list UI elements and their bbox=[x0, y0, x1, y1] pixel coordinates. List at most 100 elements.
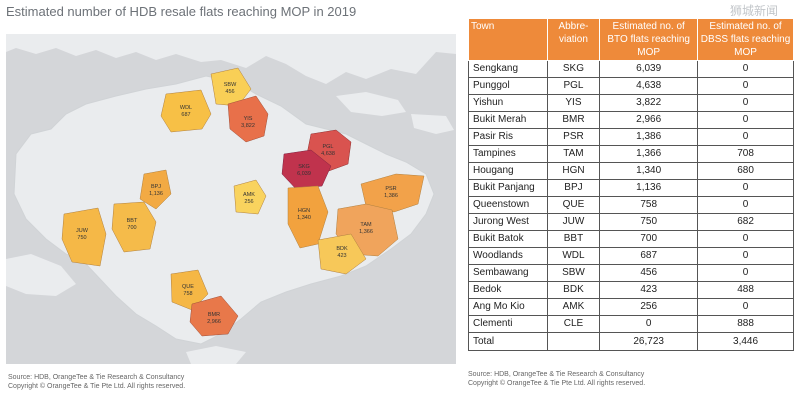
cell-bto: 758 bbox=[599, 196, 699, 214]
header-dbss: Estimated no. of DBSS flats reaching MOP bbox=[697, 18, 794, 61]
cell-town: Bukit Panjang bbox=[468, 179, 548, 197]
cell-abbr: AMK bbox=[546, 298, 601, 316]
table-row: Sembawang SBW 456 0 bbox=[468, 264, 794, 282]
cell-dbss: 0 bbox=[697, 60, 794, 78]
source-note-left: Source: HDB, OrangeTee & Tie Research & … bbox=[8, 373, 185, 391]
label-tam-value: 1,366 bbox=[359, 229, 373, 235]
copyright-line: Copyright © OrangeTee & Tie Pte Ltd. All… bbox=[468, 380, 646, 387]
cell-bto: 0 bbox=[599, 315, 699, 333]
region-sbw bbox=[210, 67, 252, 107]
region-amk bbox=[233, 179, 267, 215]
table-row: Yishun YIS 3,822 0 bbox=[468, 94, 794, 112]
cell-town: Hougang bbox=[468, 162, 548, 180]
label-que-abbr: QUE bbox=[182, 284, 194, 290]
label-pgl-value: 4,638 bbox=[321, 151, 335, 157]
source-line: Source: HDB, OrangeTee & Tie Research & … bbox=[8, 374, 185, 381]
label-juw-abbr: JUW bbox=[76, 228, 89, 234]
cell-town: Bukit Batok bbox=[468, 230, 548, 248]
cell-dbss: 0 bbox=[697, 196, 794, 214]
cell-dbss: 708 bbox=[697, 145, 794, 163]
region-hgn bbox=[287, 185, 329, 249]
johor-landmass bbox=[6, 34, 456, 84]
table-total-row: Total 26,723 3,446 bbox=[468, 332, 794, 351]
table-row: Tampines TAM 1,366 708 bbox=[468, 145, 794, 163]
table-row: Queenstown QUE 758 0 bbox=[468, 196, 794, 214]
cell-town: Bedok bbox=[468, 281, 548, 299]
label-yis-abbr: YIS bbox=[244, 116, 253, 122]
source-note-right: Source: HDB, OrangeTee & Tie Research & … bbox=[468, 370, 645, 388]
cell-abbr: SBW bbox=[546, 264, 601, 282]
cell-bto: 423 bbox=[599, 281, 699, 299]
table-row: Woodlands WDL 687 0 bbox=[468, 247, 794, 265]
total-bto: 26,723 bbox=[599, 332, 699, 351]
table-header-row: Town Abbre-viation Estimated no. of BTO … bbox=[468, 18, 794, 61]
label-que-value: 758 bbox=[183, 291, 192, 297]
cell-bto: 256 bbox=[599, 298, 699, 316]
cell-town: Woodlands bbox=[468, 247, 548, 265]
cell-abbr: YIS bbox=[546, 94, 601, 112]
label-bmr-abbr: BMR bbox=[208, 312, 220, 318]
header-town: Town bbox=[468, 18, 548, 61]
cell-dbss: 888 bbox=[697, 315, 794, 333]
region-skg bbox=[281, 149, 332, 190]
cell-dbss: 0 bbox=[697, 77, 794, 95]
table-row: Sengkang SKG 6,039 0 bbox=[468, 60, 794, 78]
cell-dbss: 0 bbox=[697, 94, 794, 112]
table-row: Jurong West JUW 750 682 bbox=[468, 213, 794, 231]
cell-bto: 687 bbox=[599, 247, 699, 265]
cell-dbss: 0 bbox=[697, 111, 794, 129]
region-bbt bbox=[111, 201, 157, 253]
cell-abbr: HGN bbox=[546, 162, 601, 180]
region-bmr bbox=[189, 295, 239, 337]
label-pgl-abbr: PGL bbox=[322, 144, 333, 150]
label-bpj-abbr: BPJ bbox=[151, 184, 161, 190]
total-dbss: 3,446 bbox=[697, 332, 794, 351]
cell-dbss: 0 bbox=[697, 230, 794, 248]
cell-town: Queenstown bbox=[468, 196, 548, 214]
pulau-tekong bbox=[411, 114, 454, 134]
source-line: Source: HDB, OrangeTee & Tie Research & … bbox=[468, 371, 645, 378]
label-tam-abbr: TAM bbox=[360, 222, 372, 228]
cell-abbr: BDK bbox=[546, 281, 601, 299]
header-bto: Estimated no. of BTO flats reaching MOP bbox=[599, 18, 699, 61]
cell-abbr: BPJ bbox=[546, 179, 601, 197]
copyright-line: Copyright © OrangeTee & Tie Pte Ltd. All… bbox=[8, 383, 186, 390]
cell-town: Pasir Ris bbox=[468, 128, 548, 146]
label-wdl-abbr: WDL bbox=[180, 105, 192, 111]
cell-bto: 700 bbox=[599, 230, 699, 248]
label-sbw-value: 456 bbox=[225, 89, 234, 95]
header-abbreviation: Abbre-viation bbox=[546, 18, 601, 61]
cell-abbr: PSR bbox=[546, 128, 601, 146]
label-wdl-value: 687 bbox=[181, 112, 190, 118]
sentosa-island bbox=[186, 346, 246, 364]
region-juw bbox=[61, 207, 107, 267]
total-label: Total bbox=[468, 332, 548, 351]
cell-town: Jurong West bbox=[468, 213, 548, 231]
cell-bto: 1,340 bbox=[599, 162, 699, 180]
cell-dbss: 0 bbox=[697, 247, 794, 265]
cell-bto: 1,386 bbox=[599, 128, 699, 146]
label-bdk-value: 423 bbox=[337, 253, 346, 259]
watermark: 狮城新闻 bbox=[730, 4, 779, 18]
label-skg-abbr: SKG bbox=[298, 164, 310, 170]
region-bpj bbox=[139, 169, 172, 210]
mop-table: Town Abbre-viation Estimated no. of BTO … bbox=[468, 18, 794, 351]
cell-dbss: 680 bbox=[697, 162, 794, 180]
cell-abbr: WDL bbox=[546, 247, 601, 265]
table-row: Ang Mo Kio AMK 256 0 bbox=[468, 298, 794, 316]
cell-dbss: 682 bbox=[697, 213, 794, 231]
cell-bto: 1,366 bbox=[599, 145, 699, 163]
label-hgn-value: 1,340 bbox=[297, 215, 311, 221]
region-bdk bbox=[317, 233, 367, 275]
cell-bto: 3,822 bbox=[599, 94, 699, 112]
label-bmr-value: 2,966 bbox=[207, 319, 221, 325]
cell-town: Punggol bbox=[468, 77, 548, 95]
cell-dbss: 0 bbox=[697, 179, 794, 197]
label-amk-value: 256 bbox=[244, 199, 253, 205]
table-row: Punggol PGL 4,638 0 bbox=[468, 77, 794, 95]
label-hgn-abbr: HGN bbox=[298, 208, 310, 214]
table-row: Clementi CLE 0 888 bbox=[468, 315, 794, 333]
pulau-ubin bbox=[336, 92, 406, 116]
cell-dbss: 488 bbox=[697, 281, 794, 299]
cell-town: Sembawang bbox=[468, 264, 548, 282]
